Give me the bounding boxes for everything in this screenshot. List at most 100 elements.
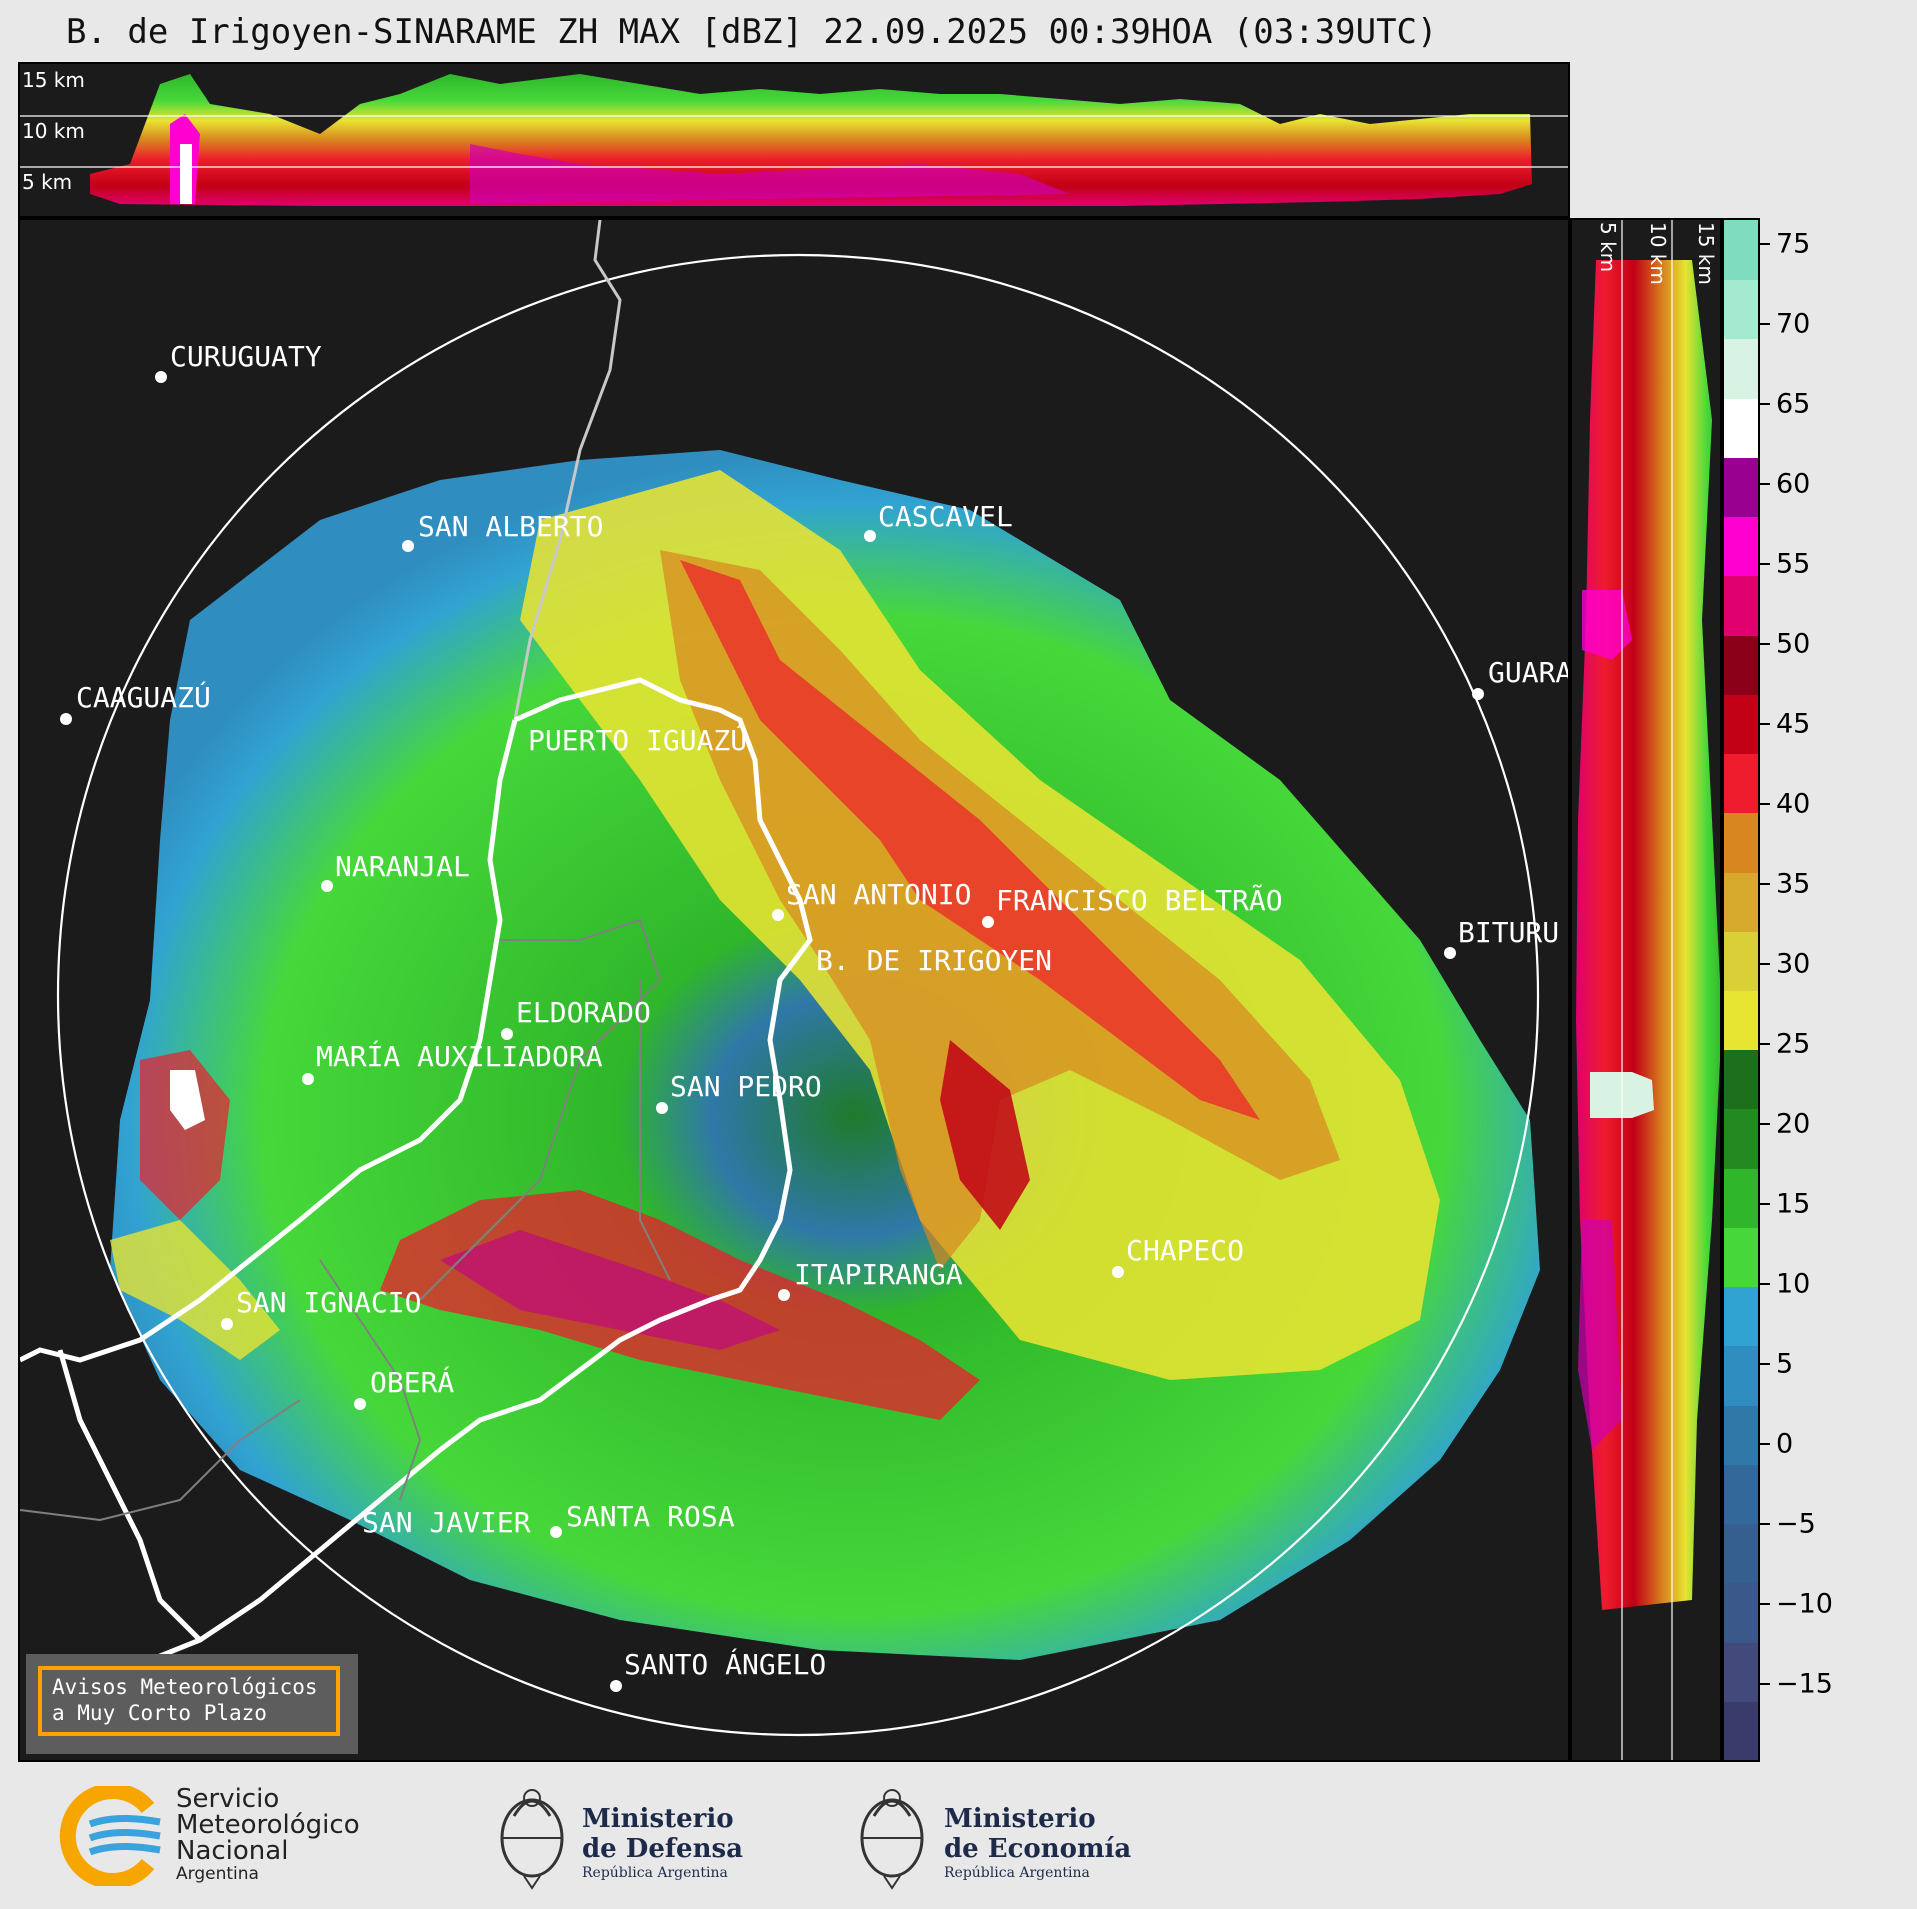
colorbar-tick: [1760, 563, 1770, 565]
colorbar-swatch: [1724, 1345, 1758, 1406]
warning-box: Avisos Meteorológicos a Muy Corto Plazo: [26, 1654, 358, 1754]
colorbar-tick: [1760, 1603, 1770, 1605]
warning-line-2: a Muy Corto Plazo: [52, 1701, 267, 1725]
city-maria-auxiliadora: MARÍA AUXILIADORA: [316, 1040, 603, 1073]
city-san-antonio: SAN ANTONIO: [786, 878, 972, 911]
colorbar-tick-label: 15: [1776, 1188, 1811, 1220]
colorbar-tick: [1760, 323, 1770, 325]
colorbar-swatch: [1724, 1286, 1758, 1347]
side-altitude-label-10km: 10 km: [1646, 222, 1670, 285]
colorbar-tick-label: −10: [1776, 1588, 1833, 1620]
side-altitude-label-15km: 15 km: [1694, 222, 1718, 285]
city-markers: [60, 371, 1484, 1692]
colorbar-tick-label: 70: [1776, 308, 1811, 340]
colorbar-swatch: [1724, 1582, 1758, 1643]
city-b-de-irigoyen: B. DE IRIGOYEN: [816, 944, 1053, 977]
defensa-logo-text: Ministerio de Defensa República Argentin…: [582, 1804, 743, 1882]
colorbar-swatch: [1724, 1167, 1758, 1228]
colorbar-tick-label: 65: [1776, 388, 1811, 420]
page-title: B. de Irigoyen-SINARAME ZH MAX [dBZ] 22.…: [66, 12, 1438, 52]
colorbar-swatch: [1724, 990, 1758, 1051]
colorbar-tick: [1760, 1443, 1770, 1445]
city-san-pedro: SAN PEDRO: [670, 1070, 822, 1103]
colorbar-tick: [1760, 1043, 1770, 1045]
colorbar-swatch: [1724, 279, 1758, 340]
warning-box-frame: Avisos Meteorológicos a Muy Corto Plazo: [38, 1666, 340, 1736]
altitude-label-15km: 15 km: [22, 68, 85, 92]
colorbar-tick-label: 55: [1776, 548, 1811, 580]
colorbar-tick: [1760, 803, 1770, 805]
economia-line-1: Ministerio: [944, 1804, 1096, 1834]
city-francisco-beltrao: FRANCISCO BELTRÃO: [996, 884, 1283, 917]
colorbar-tick: [1760, 1523, 1770, 1525]
colorbar-tick: [1760, 723, 1770, 725]
colorbar-swatch: [1724, 812, 1758, 873]
radar-map: CURUGUATY SAN ALBERTO CAAGUAZÚ CASCAVEL …: [18, 218, 1570, 1762]
colorbar-tick: [1760, 1283, 1770, 1285]
colorbar-tick-label: 35: [1776, 868, 1811, 900]
city-san-javier: SAN JAVIER: [362, 1506, 531, 1539]
colorbar-swatch: [1724, 1700, 1758, 1760]
colorbar-swatch: [1724, 1523, 1758, 1584]
colorbar-tick-label: 40: [1776, 788, 1811, 820]
city-obera: OBERÁ: [370, 1366, 455, 1399]
colorbar-swatch: [1724, 397, 1758, 458]
colorbar-swatch: [1724, 1226, 1758, 1288]
colorbar-swatch: [1724, 1404, 1758, 1465]
coat-of-arms-icon: [500, 1789, 564, 1890]
economia-line-3: República Argentina: [944, 1865, 1090, 1881]
colorbar-tick-label: 10: [1776, 1268, 1811, 1300]
defensa-line-3: República Argentina: [582, 1865, 728, 1881]
coat-of-arms-icon: [860, 1789, 924, 1890]
colorbar-tick: [1760, 1363, 1770, 1365]
city-cascavel: CASCAVEL: [878, 500, 1013, 533]
colorbar-tick-label: 50: [1776, 628, 1811, 660]
colorbar-swatch: [1724, 1641, 1758, 1702]
colorbar-tick-label: 75: [1776, 228, 1811, 260]
smn-logo-icon: [59, 1783, 161, 1889]
colorbar-swatch: [1724, 1108, 1758, 1169]
colorbar-tick-label: 25: [1776, 1028, 1811, 1060]
dbz-colorbar: [1722, 218, 1760, 1762]
city-santo-angelo: SANTO ÁNGELO: [624, 1648, 827, 1681]
smn-line-3: Nacional: [176, 1836, 289, 1866]
defensa-logo: Ministerio de Defensa República Argentin…: [494, 1776, 754, 1896]
smn-logo: Servicio Meteorológico Nacional Argentin…: [56, 1783, 386, 1889]
warning-line-1: Avisos Meteorológicos: [52, 1675, 318, 1699]
altitude-label-5km: 5 km: [22, 170, 73, 194]
colorbar-tick-label: −15: [1776, 1668, 1833, 1700]
colorbar-tick-label: −5: [1776, 1508, 1816, 1540]
colorbar-swatch: [1724, 338, 1758, 399]
colorbar-tick: [1760, 1203, 1770, 1205]
city-guara: GUARA: [1488, 656, 1570, 689]
colorbar-tick: [1760, 483, 1770, 485]
side-cross-section-image: [1576, 220, 1720, 1760]
colorbar-tick-label: 5: [1776, 1348, 1794, 1380]
city-santa-rosa: SANTA ROSA: [566, 1500, 735, 1533]
colorbar-tick: [1760, 643, 1770, 645]
city-itapiranga: ITAPIRANGA: [794, 1258, 963, 1291]
colorbar-tick: [1760, 403, 1770, 405]
colorbar-swatch: [1724, 871, 1758, 932]
city-bituru: BITURU: [1458, 916, 1560, 949]
colorbar-swatch: [1724, 753, 1758, 814]
colorbar-tick-label: 30: [1776, 948, 1811, 980]
colorbar-tick-label: 60: [1776, 468, 1811, 500]
defensa-line-1: Ministerio: [582, 1804, 734, 1834]
colorbar-swatch: [1724, 693, 1758, 755]
city-caaguazu: CAAGUAZÚ: [76, 681, 211, 714]
city-san-ignacio: SAN IGNACIO: [236, 1286, 422, 1319]
altitude-label-10km: 10 km: [22, 119, 85, 143]
smn-line-1: Servicio: [176, 1784, 280, 1814]
radar-map-image: [20, 220, 1540, 1737]
colorbar-tick: [1760, 883, 1770, 885]
smn-logo-text: Servicio Meteorológico Nacional Argentin…: [176, 1786, 360, 1884]
side-altitude-label-5km: 5 km: [1596, 222, 1620, 273]
colorbar-tick-label: 20: [1776, 1108, 1811, 1140]
colorbar-swatch: [1724, 1463, 1758, 1525]
colorbar-swatch: [1724, 220, 1758, 281]
smn-line-4: Argentina: [176, 1864, 259, 1884]
city-puerto-iguazu: PUERTO IGUAZÚ: [528, 724, 748, 757]
economia-logo-text: Ministerio de Economía República Argenti…: [944, 1804, 1131, 1882]
top-cross-section: 15 km 10 km 5 km: [18, 62, 1570, 218]
